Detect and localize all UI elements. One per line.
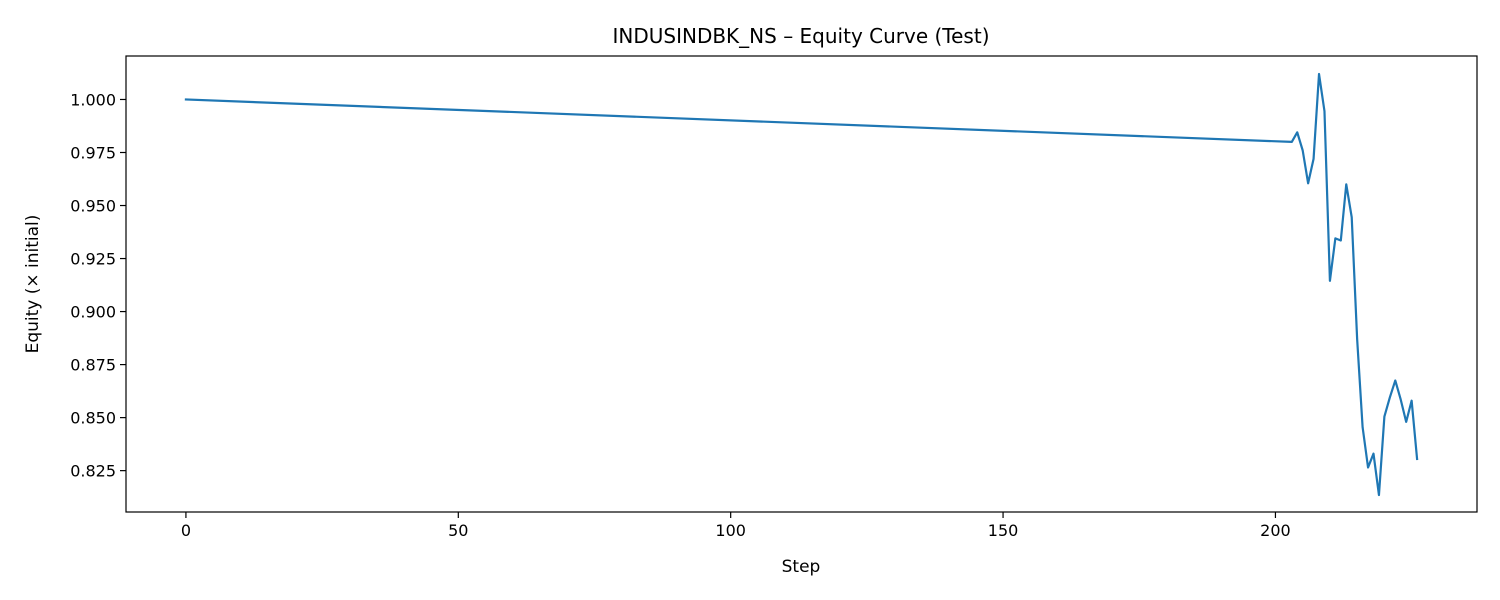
y-tick-label: 0.925 — [70, 250, 116, 269]
x-tick-label: 200 — [1260, 521, 1291, 540]
x-tick-label: 100 — [715, 521, 746, 540]
y-tick-label: 0.825 — [70, 462, 116, 481]
x-axis-title: Step — [782, 557, 821, 577]
y-tick-label: 0.850 — [70, 409, 116, 428]
plot-frame — [125, 55, 1478, 513]
y-tick-label: 0.975 — [70, 144, 116, 163]
y-axis-title: Equity (× initial) — [23, 215, 43, 354]
x-tick-label: 50 — [448, 521, 468, 540]
chart-title: INDUSINDBK_NS – Equity Curve (Test) — [612, 24, 989, 48]
y-tick-label: 0.900 — [70, 303, 116, 322]
y-tick-label: 1.000 — [70, 90, 116, 109]
series-layer — [184, 72, 1419, 497]
y-tick-label: 0.875 — [70, 356, 116, 375]
x-tick-label: 0 — [181, 521, 191, 540]
equity-series-line — [184, 72, 1419, 497]
y-axis: 0.825 0.850 0.875 0.900 0.925 0.950 0.975 1.000 — [70, 90, 126, 481]
y-tick-label: 0.950 — [70, 197, 116, 216]
x-tick-label: 150 — [988, 521, 1019, 540]
x-axis: 0 50 100 150 200 — [181, 512, 1291, 540]
